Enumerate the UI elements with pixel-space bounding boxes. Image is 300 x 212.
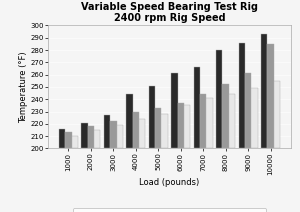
Bar: [223, 84, 229, 148]
Bar: [110, 121, 116, 148]
Bar: [274, 81, 280, 148]
Bar: [238, 43, 245, 148]
Bar: [251, 88, 257, 148]
Y-axis label: Temperature (°F): Temperature (°F): [19, 51, 28, 123]
Bar: [178, 103, 184, 148]
Bar: [229, 94, 235, 148]
Bar: [94, 130, 101, 148]
Bar: [104, 115, 110, 148]
Bar: [155, 108, 161, 148]
Bar: [200, 94, 206, 148]
Bar: [88, 126, 94, 148]
Bar: [267, 44, 274, 148]
Bar: [184, 105, 190, 148]
Bar: [161, 114, 168, 148]
Legend: Standard, ISF Roller Only, ISF Complete Bearing: Standard, ISF Roller Only, ISF Complete …: [73, 208, 266, 212]
Title: Variable Speed Bearing Test Rig
2400 rpm Rig Speed: Variable Speed Bearing Test Rig 2400 rpm…: [81, 2, 258, 23]
Bar: [194, 67, 200, 148]
Bar: [59, 129, 65, 148]
Bar: [261, 34, 267, 148]
Bar: [72, 136, 78, 148]
Bar: [82, 123, 88, 148]
Bar: [216, 50, 223, 148]
Bar: [245, 73, 251, 148]
Bar: [139, 119, 145, 148]
Bar: [116, 125, 123, 148]
Bar: [171, 73, 178, 148]
Bar: [206, 98, 213, 148]
Bar: [149, 86, 155, 148]
Bar: [126, 94, 133, 148]
Bar: [65, 132, 72, 148]
Bar: [133, 112, 139, 148]
X-axis label: Load (pounds): Load (pounds): [140, 178, 200, 187]
